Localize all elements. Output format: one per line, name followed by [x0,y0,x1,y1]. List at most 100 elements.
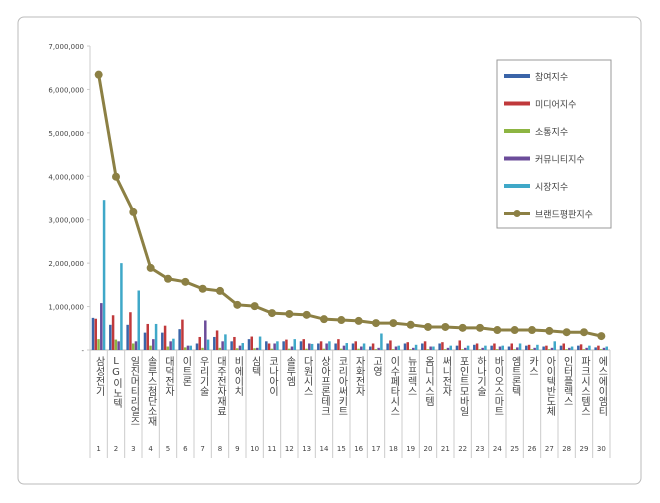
bar [495,349,499,350]
bar [536,344,539,350]
bar [409,349,412,350]
bar [525,345,528,350]
bar [247,339,251,350]
bar [351,343,355,350]
line-marker [302,310,311,319]
bar [201,347,204,350]
bar [542,346,545,350]
y-tick-label: - [81,347,84,355]
line-marker [354,316,363,325]
bar [339,348,343,350]
line-marker [406,320,415,329]
legend-label: 시장지수 [535,182,568,193]
bar [360,346,363,350]
category-number: 27 [545,445,554,453]
bar [380,333,383,350]
bar [325,343,328,350]
bar [253,348,256,350]
bar [117,341,120,350]
bar [602,347,606,350]
y-tick-label: 5,000,000 [48,130,84,138]
bar [100,303,103,350]
category-number: 6 [183,445,188,453]
bar [458,340,462,350]
y-tick-label: 3,000,000 [48,217,84,225]
bar [317,343,320,350]
bar [186,345,190,350]
bar [568,347,571,350]
bar [565,349,568,350]
line-marker [164,274,172,283]
x-tick-label: 바이오스마트 [492,356,504,416]
line-marker [424,322,432,331]
line-marker [112,172,120,181]
bar [250,336,254,350]
bar [389,340,392,350]
bar [94,318,98,350]
bar [267,343,271,350]
bar [374,349,378,350]
x-tick-label: 코나아이 [267,356,279,397]
line-marker [493,326,502,335]
category-number: 21 [441,445,450,453]
x-tick-label: 자화전자 [353,356,365,397]
category-number: 15 [337,445,346,453]
line-marker [233,300,242,309]
bar [371,343,375,350]
bar [276,341,279,350]
category-number: 8 [218,445,222,453]
line-marker [198,284,207,293]
bar [181,319,184,350]
category-number: 20 [424,445,433,453]
category-number: 5 [166,445,170,453]
bar [449,345,452,350]
bar [588,345,591,350]
y-tick-label: 1,000,000 [48,304,84,312]
bar [265,341,268,350]
x-tick-label: 아이텍반도체 [544,356,556,417]
line-marker [94,70,103,79]
line-marker [476,323,484,332]
bar [337,339,340,350]
category-number: 10 [250,445,259,453]
x-tick-label: 상아프론테크 [319,356,331,416]
bar [126,324,129,350]
bar [478,349,482,350]
bar [129,312,132,350]
bar [559,345,563,350]
category-number: 1 [96,445,100,453]
x-tick-label: 파크시스템스 [579,356,591,416]
category-number: 23 [476,445,485,453]
category-number: 2 [114,445,118,453]
x-tick-label: 솔루엠 [284,356,296,386]
x-tick-label: 대주전자재료 [215,356,227,416]
legend-label: 커뮤니티지수 [535,155,585,166]
bar [545,345,548,350]
bar [97,339,100,350]
bar [530,349,534,350]
x-tick-label: 이트론 [180,356,192,386]
bar [328,341,331,350]
bar [426,349,430,350]
x-tick-label: LG이노텍 [111,356,123,409]
bar [238,345,242,350]
bar [550,347,554,350]
x-tick-label: 써니전자 [440,356,452,397]
bar [490,345,493,350]
bar [605,346,608,350]
line-marker [320,315,328,324]
bar [342,345,346,350]
bar [256,347,259,350]
category-number: 17 [372,445,381,453]
legend-box [496,59,612,229]
bar [204,320,207,350]
line-marker [372,319,380,328]
x-tick-label: 엠트론텍 [509,356,521,397]
x-tick-label: 일진머티리얼즈 [128,356,140,426]
bar [218,347,222,350]
bar [391,349,395,350]
line-marker [458,323,467,332]
category-number: 3 [131,445,135,453]
x-tick-label: 에스에이엠티 [596,356,608,417]
